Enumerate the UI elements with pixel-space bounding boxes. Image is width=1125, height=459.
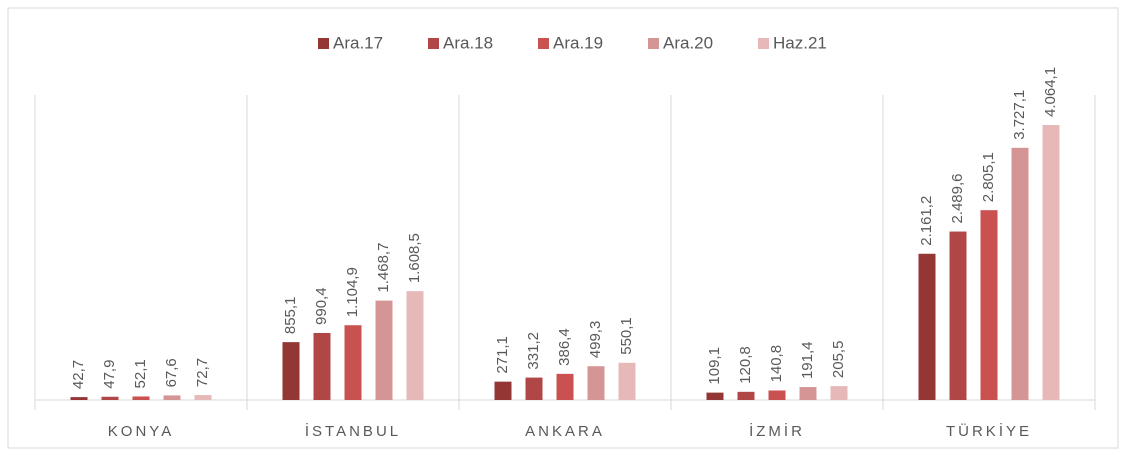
x-tick-label: ANKARA (525, 423, 605, 440)
data-label: 4.064,1 (1042, 67, 1059, 117)
bar (344, 325, 362, 400)
data-label: 550,1 (618, 317, 635, 355)
data-label: 140,8 (768, 345, 785, 383)
bar (799, 387, 817, 400)
bar (768, 390, 786, 400)
legend-swatch (648, 38, 659, 49)
x-tick-label: İZMİR (749, 422, 805, 440)
data-label: 2.161,2 (918, 196, 935, 246)
bar (949, 231, 967, 400)
bar (1042, 125, 1060, 400)
bar (163, 395, 181, 400)
bar (70, 397, 88, 400)
bar (101, 396, 119, 400)
bar (618, 362, 636, 400)
bar (980, 210, 998, 400)
legend-swatch (538, 38, 549, 49)
legend-label: Ara.19 (553, 33, 603, 52)
data-label: 2.489,6 (949, 173, 966, 223)
data-label: 1.468,7 (375, 243, 392, 293)
data-label: 1.104,9 (344, 267, 361, 317)
data-label: 109,1 (706, 347, 723, 385)
data-label: 42,7 (70, 360, 87, 389)
bar (737, 391, 755, 400)
x-tick-label: KONYA (108, 423, 174, 440)
bar (525, 377, 543, 400)
legend-swatch (758, 38, 769, 49)
legend-label: Ara.17 (333, 33, 383, 52)
legend-label: Ara.18 (443, 33, 493, 52)
legend-label: Haz.21 (773, 33, 827, 52)
bar (313, 332, 331, 400)
bar (282, 342, 300, 400)
data-label: 191,4 (799, 342, 816, 380)
bar (830, 386, 848, 400)
x-tick-label: İSTANBUL (305, 422, 401, 440)
data-label: 2.805,1 (980, 152, 997, 202)
bar (706, 392, 724, 400)
bar (1011, 147, 1029, 400)
bar (132, 396, 150, 400)
data-label: 47,9 (101, 360, 118, 389)
legend-label: Ara.20 (663, 33, 713, 52)
data-label: 3.727,1 (1011, 90, 1028, 140)
bar (194, 395, 212, 400)
data-label: 1.608,5 (406, 233, 423, 283)
data-label: 499,3 (587, 321, 604, 359)
data-label: 120,8 (737, 346, 754, 384)
x-tick-label: TÜRKİYE (946, 422, 1032, 440)
data-label: 67,6 (163, 358, 180, 387)
data-label: 386,4 (556, 328, 573, 366)
bar (587, 366, 605, 400)
data-label: 855,1 (282, 297, 299, 335)
bar (375, 300, 393, 400)
bar (494, 381, 512, 400)
data-label: 990,4 (313, 287, 330, 325)
bar (918, 253, 936, 400)
bar (406, 291, 424, 400)
data-label: 331,2 (525, 332, 542, 370)
data-label: 205,5 (830, 341, 847, 379)
data-label: 52,1 (132, 359, 149, 388)
legend-swatch (318, 38, 329, 49)
data-label: 271,1 (494, 336, 511, 374)
data-label: 72,7 (194, 358, 211, 387)
bar (556, 373, 574, 400)
legend-swatch (428, 38, 439, 49)
